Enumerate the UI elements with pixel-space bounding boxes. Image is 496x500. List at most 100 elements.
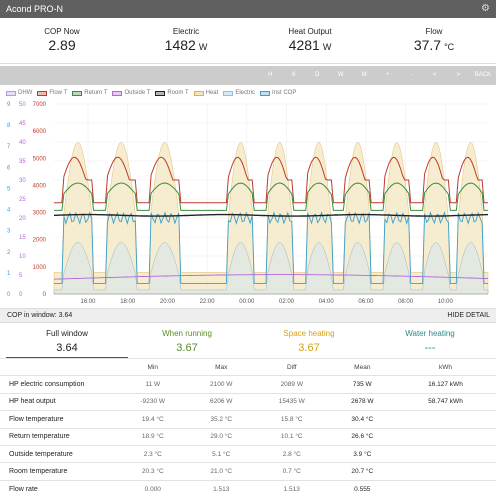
x-tick-label: 10:00 — [438, 299, 454, 305]
x-tick-label: 02:00 — [279, 299, 295, 305]
chart-toolbar: H 6 D W M + - < > BACK — [0, 66, 496, 85]
table-cell: 11 W — [117, 375, 189, 394]
table-cell: 20.7 °C — [329, 462, 395, 481]
stat-value: 4281 W — [288, 37, 332, 53]
cop-summary: Full window 3.64 When running 3.67 Space… — [0, 327, 496, 361]
legend-item[interactable]: Room T — [155, 90, 189, 96]
stat-label: Electric — [172, 27, 200, 36]
y-tick-temp: 50 — [19, 102, 26, 108]
table-cell: 2.8 °C — [253, 444, 330, 463]
legend-item[interactable]: Electric — [223, 90, 255, 96]
legend-swatch — [259, 90, 270, 96]
stat-label: COP Now — [44, 27, 80, 36]
stat-value: 37.7 °C — [413, 37, 455, 53]
table-cell: 1.513 — [188, 479, 254, 498]
gear-icon[interactable]: ⚙ — [481, 3, 490, 14]
table-cell: 21.0 °C — [188, 462, 254, 481]
y-tick-temp: 35 — [19, 159, 26, 165]
legend-item[interactable]: DHW — [6, 90, 32, 96]
x-tick-label: 16:00 — [80, 299, 96, 305]
zoom-in-button[interactable]: + — [385, 72, 390, 78]
day-button[interactable]: D — [315, 72, 320, 78]
legend-item[interactable]: Flow T — [37, 90, 67, 96]
summary-full-window: Full window 3.64 — [6, 327, 128, 358]
table-header: kWh — [394, 357, 496, 376]
y-tick-cop: 4 — [7, 208, 11, 214]
legend-swatch — [155, 90, 166, 96]
table-cell: 30.4 °C — [329, 410, 395, 429]
summary-value: 3.67 — [298, 342, 320, 354]
y-tick-power: 2000 — [33, 238, 47, 244]
y-tick-cop: 5 — [7, 186, 11, 192]
stat-value: 2.89 — [48, 37, 76, 53]
table-cell: HP heat output — [0, 392, 117, 411]
table-header — [0, 357, 117, 376]
table-cell: Flow temperature — [0, 410, 117, 429]
stat-value: 1482 W — [164, 37, 208, 53]
table-cell: Room temperature — [0, 462, 117, 481]
table-header: Mean — [329, 357, 395, 376]
table-header: Max — [188, 357, 254, 376]
hour-button[interactable]: H — [268, 72, 273, 78]
chart-legend: DHW Flow T Return T Outside T Room T Hea… — [6, 88, 296, 98]
week-button[interactable]: W — [337, 72, 344, 78]
window-titlebar: Acond PRO-N ⚙ — [0, 0, 496, 18]
pan-right-button[interactable]: > — [456, 72, 460, 78]
electric-series — [53, 242, 489, 295]
table-cell: HP electric consumption — [0, 375, 117, 394]
stat-cop-now: COP Now 2.89 — [0, 18, 124, 63]
table-row: Outside temperature 2.3 °C 5.1 °C 2.8 °C… — [0, 444, 496, 463]
table-cell: 1.513 — [253, 479, 330, 498]
legend-item[interactable]: Outside T — [112, 90, 150, 96]
y-tick-temp: 45 — [19, 121, 26, 127]
summary-space-heating: Space heating 3.67 — [248, 327, 370, 354]
table-cell: 0.7 °C — [253, 462, 330, 481]
stats-table: Min Max Diff Mean kWh HP electric consum… — [0, 357, 496, 498]
legend-swatch — [223, 90, 234, 96]
inst-cop-series — [54, 211, 488, 284]
outside-temp-series — [53, 274, 488, 280]
x-tick-label: 18:00 — [120, 299, 136, 305]
table-cell: 15.8 °C — [253, 410, 330, 429]
stat-label: Flow — [425, 27, 443, 36]
summary-label: Water heating — [405, 329, 455, 338]
x-tick-label: 06:00 — [358, 299, 374, 305]
table-cell: 20.3 °C — [117, 462, 189, 481]
y-tick-power: 0 — [43, 292, 47, 298]
table-cell: 0.555 — [329, 479, 395, 498]
back-button[interactable]: BACK — [474, 72, 492, 78]
table-header: Diff — [253, 357, 330, 376]
room-temp-series — [54, 213, 489, 217]
zoom-out-button[interactable]: - — [410, 72, 413, 78]
six-hour-button[interactable]: 6 — [292, 72, 296, 78]
cop-window-bar: COP in window: 3.64 HIDE DETAIL — [0, 308, 496, 323]
timeseries-chart[interactable]: 0510152025303540455001000200030004000500… — [0, 100, 496, 306]
table-cell: 5.1 °C — [188, 444, 254, 463]
y-tick-cop: 0 — [7, 292, 11, 298]
stat-heat-output: Heat Output 4281 W — [248, 18, 372, 63]
cop-window-label: COP in window: 3.64 — [7, 312, 73, 319]
month-button[interactable]: M — [361, 72, 367, 78]
pan-left-button[interactable]: < — [432, 72, 437, 78]
table-cell: 26.6 °C — [329, 427, 395, 446]
table-cell — [394, 462, 496, 481]
stat-flow: Flow 37.7 °C — [372, 18, 496, 63]
x-tick-label: 00:00 — [239, 299, 255, 305]
x-tick-label: 22:00 — [200, 299, 216, 305]
y-tick-temp: 0 — [19, 292, 23, 298]
legend-item[interactable]: Inst COP — [259, 90, 296, 96]
table-row: HP heat output -9230 W 6206 W 15435 W 26… — [0, 392, 496, 411]
hide-detail-button[interactable]: HIDE DETAIL — [447, 312, 490, 319]
y-tick-temp: 20 — [19, 216, 26, 222]
y-tick-power: 1000 — [33, 265, 47, 271]
legend-item[interactable]: Return T — [72, 90, 107, 96]
table-row: Room temperature 20.3 °C 21.0 °C 0.7 °C … — [0, 462, 496, 481]
table-cell: 10.1 °C — [253, 427, 330, 446]
y-tick-cop: 9 — [7, 102, 11, 108]
window-title: Acond PRO-N — [6, 4, 64, 14]
summary-water-heating: Water heating --- — [369, 327, 491, 354]
y-tick-temp: 30 — [19, 178, 26, 184]
table-row: HP electric consumption 11 W 2100 W 2089… — [0, 375, 496, 394]
table-cell — [394, 444, 496, 463]
legend-item[interactable]: Heat — [193, 90, 218, 96]
